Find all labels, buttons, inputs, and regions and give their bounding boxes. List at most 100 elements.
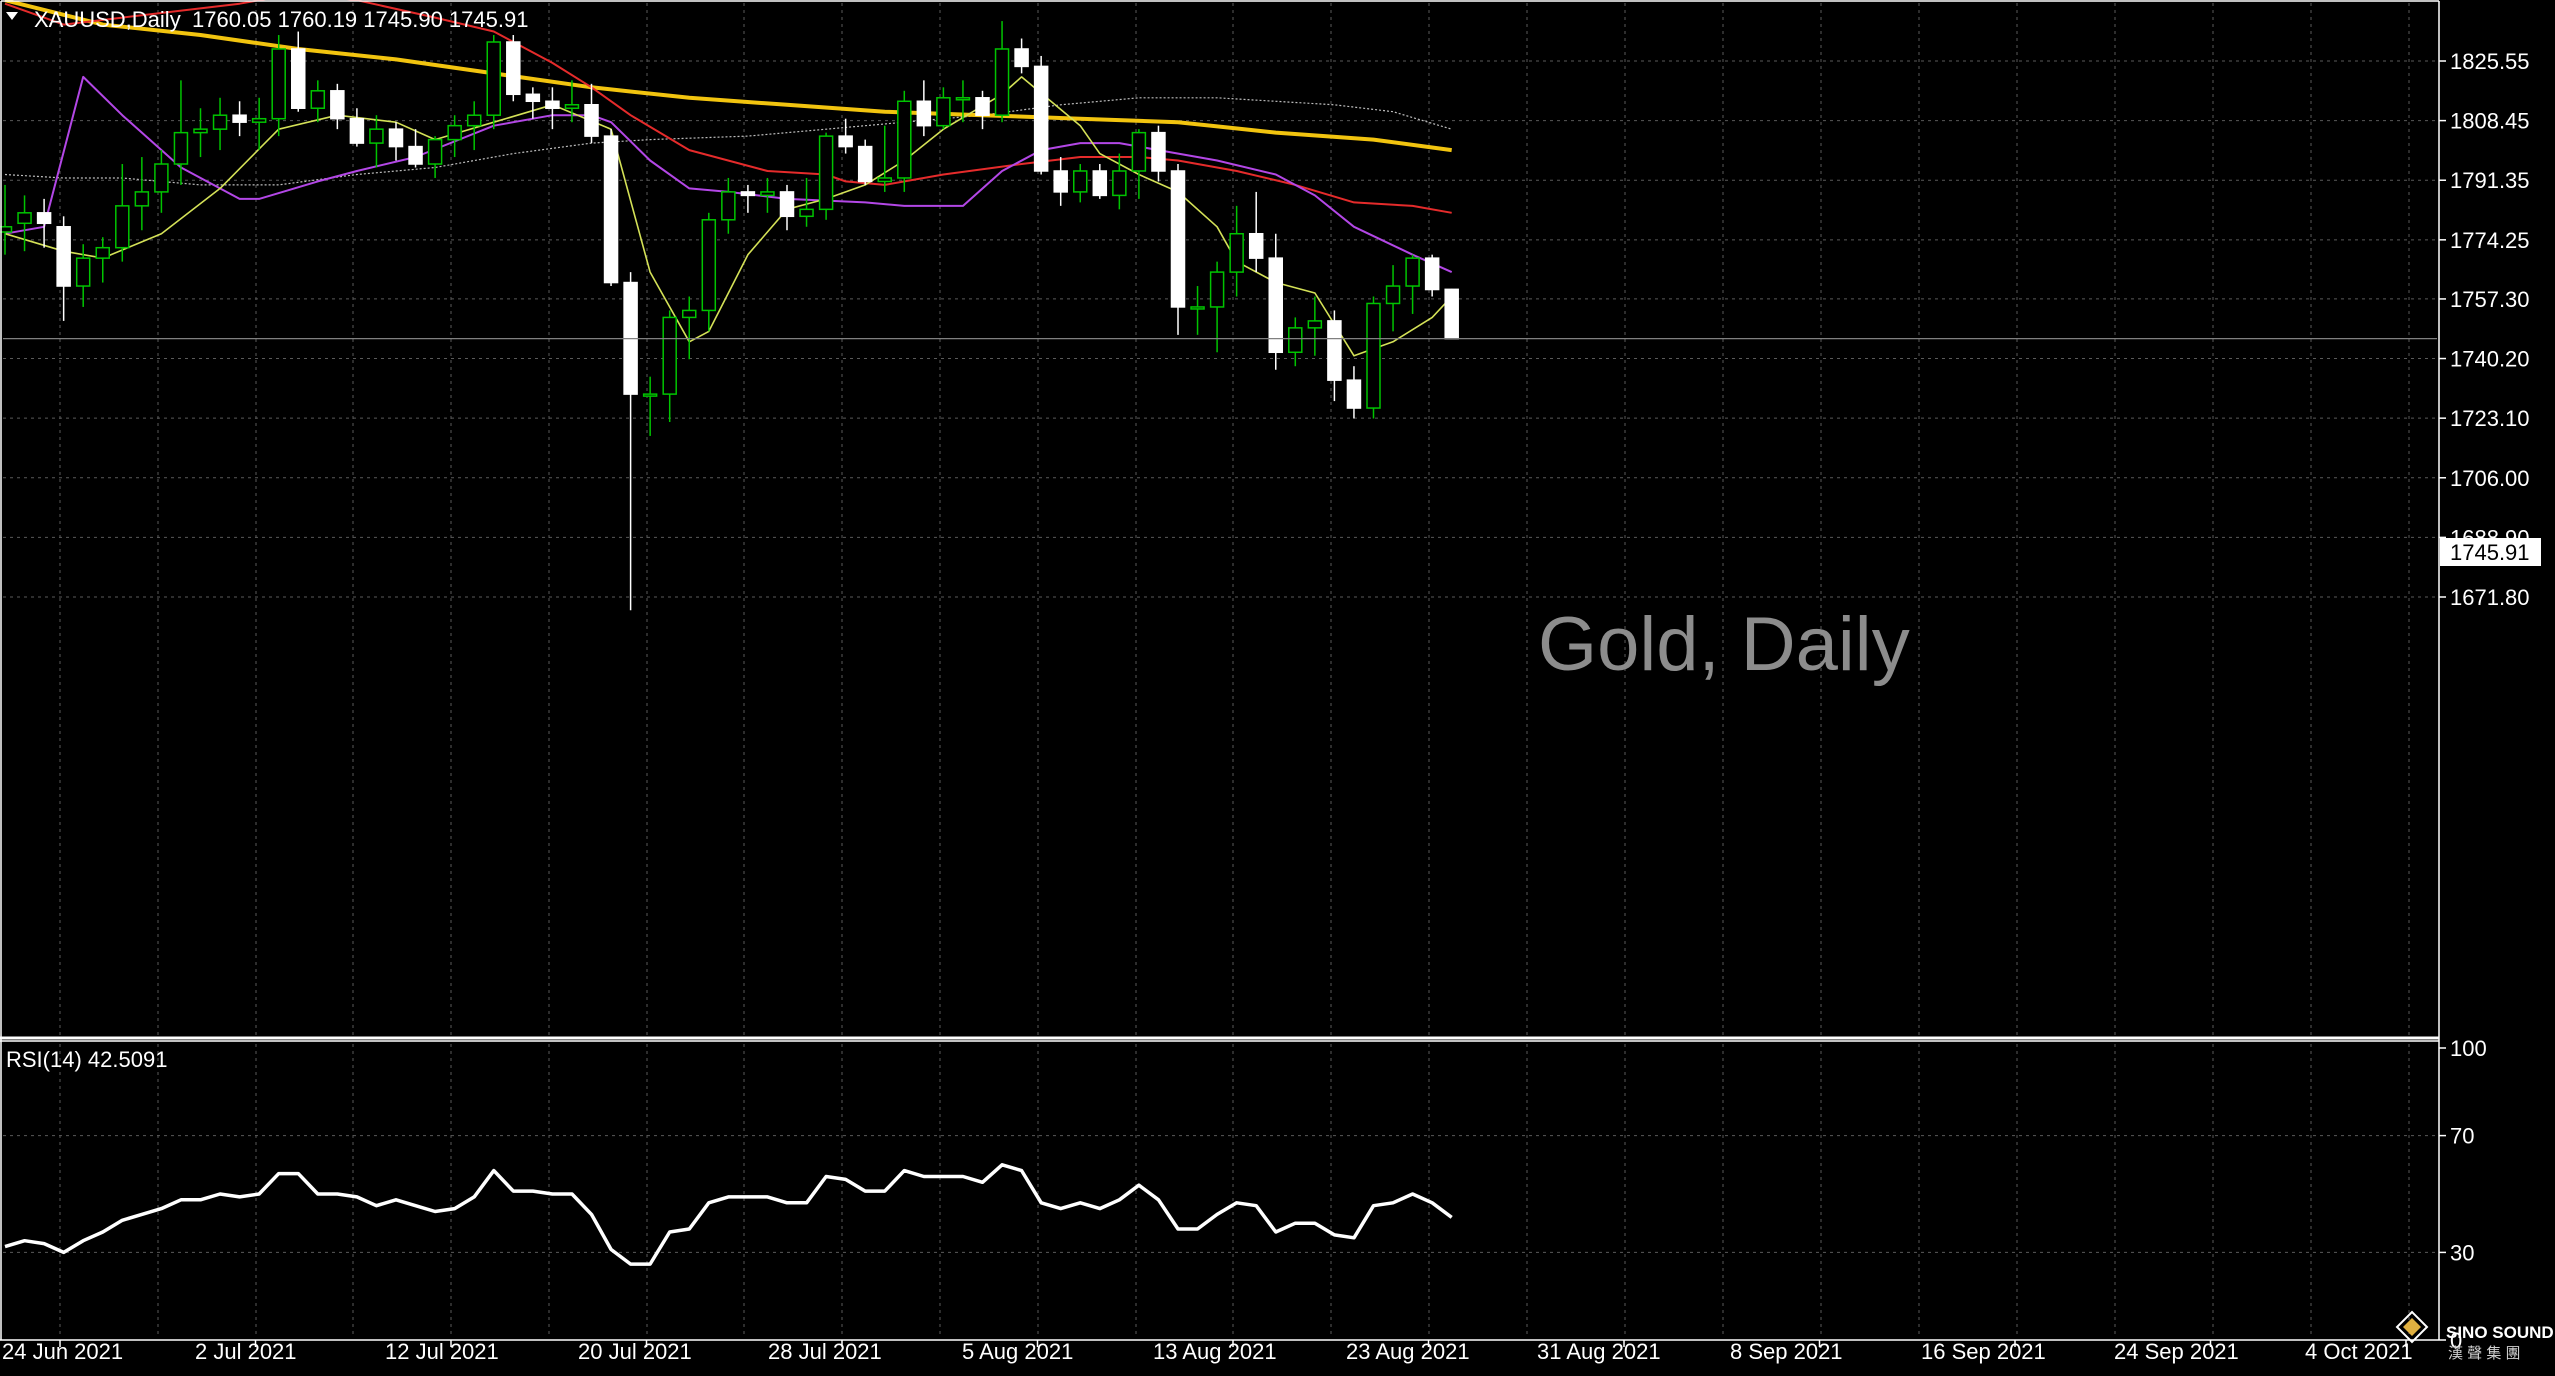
candle-body	[1151, 131, 1166, 172]
candle-body	[1092, 170, 1108, 197]
symbol-label: XAUUSD,Daily	[34, 7, 181, 32]
price-tick-label: 1723.10	[2450, 406, 2530, 431]
candle-body	[1170, 170, 1186, 308]
candle-body	[799, 208, 814, 218]
ma-slow-line	[4, 0, 1452, 214]
collapse-triangle-icon[interactable]	[6, 12, 18, 20]
date-tick-label: 23 Aug 2021	[1346, 1339, 1470, 1364]
candle-body	[1248, 232, 1264, 259]
candle-body	[818, 135, 834, 211]
candle-body	[369, 128, 384, 144]
candle-body	[1131, 131, 1147, 172]
sino-sound-logo: SINO SOUND 漢 聲 集 團	[2395, 1310, 2554, 1362]
candle-body	[408, 145, 423, 165]
date-tick-label: 12 Jul 2021	[385, 1339, 499, 1364]
candle-body	[877, 177, 892, 183]
candle-body	[897, 100, 912, 179]
candle-body	[506, 41, 521, 96]
logo-diamond-icon	[2395, 1310, 2429, 1344]
rsi-tick-label: 100	[2450, 1036, 2487, 1061]
candle-body	[349, 117, 365, 144]
candle-body	[17, 212, 32, 225]
price-tick-label: 1825.55	[2450, 49, 2530, 74]
candle-body	[251, 117, 267, 123]
ma-faint-line	[4, 97, 1452, 186]
candle-body	[564, 104, 580, 109]
candle-body	[1288, 327, 1303, 354]
candle-body	[975, 97, 990, 116]
candle-body	[955, 97, 971, 101]
rsi-panel: 100 70 30 0	[4, 1036, 2487, 1353]
date-tick-label: 5 Aug 2021	[962, 1339, 1073, 1364]
candle-body	[75, 257, 91, 287]
rsi-tick-label: 0	[2450, 1328, 2462, 1353]
date-tick-label: 28 Jul 2021	[768, 1339, 882, 1364]
candle-body	[271, 48, 286, 120]
current-price-label: 1745.91	[2450, 540, 2530, 565]
candle-body	[1346, 379, 1362, 409]
candle-body	[936, 97, 951, 127]
candle-body	[466, 114, 482, 127]
price-tick-label: 1740.20	[2450, 347, 2530, 372]
ohlc-values: 1760.05 1760.19 1745.90 1745.91	[192, 7, 528, 32]
candle-body	[1424, 257, 1440, 291]
candle-body	[173, 131, 189, 165]
candle-body	[1229, 232, 1244, 273]
date-tick-label: 16 Sep 2021	[1921, 1339, 2046, 1364]
candle-body	[232, 114, 247, 123]
candle-body	[916, 100, 932, 127]
candle-body	[701, 219, 717, 312]
candle-body	[1385, 285, 1401, 305]
candle-body	[603, 135, 619, 284]
candle-body	[1073, 170, 1088, 193]
candle-body	[1209, 271, 1225, 308]
candle-body	[1112, 170, 1127, 197]
date-tick-label: 8 Sep 2021	[1730, 1339, 1843, 1364]
price-tick-label: 1808.45	[2450, 109, 2530, 134]
candle-body	[584, 104, 599, 137]
logo-subtitle: 漢 聲 集 團	[2448, 1345, 2521, 1362]
candle-body	[115, 205, 130, 249]
candle-body	[1190, 306, 1205, 310]
watermark-text: Gold, Daily	[1538, 602, 1910, 687]
date-axis: 24 Jun 2021 2 Jul 2021 12 Jul 2021 20 Jul 2…	[2, 1339, 2413, 1364]
logo-inner-icon	[2403, 1318, 2421, 1336]
candle-body	[330, 90, 345, 120]
candle-body	[760, 191, 775, 197]
grid-lines	[3, 3, 2437, 1338]
date-tick-label: 4 Oct 2021	[2305, 1339, 2413, 1364]
candle-body	[95, 246, 110, 259]
candle-body	[545, 100, 560, 109]
rsi-tick-label: 30	[2450, 1240, 2474, 1265]
candle-body	[388, 128, 404, 148]
price-axis: 1825.55 1808.45 1791.35 1774.25 1757.30 1740.…	[2439, 49, 2530, 610]
candle-body	[779, 191, 795, 218]
candle-body	[1366, 302, 1381, 409]
candle-body	[1014, 48, 1029, 68]
candle-body	[56, 226, 71, 287]
candle-body	[857, 145, 873, 183]
candle-body	[838, 135, 853, 148]
candle-body	[310, 90, 326, 109]
candle-body	[291, 48, 306, 109]
candle-body	[682, 309, 697, 319]
candle-body	[1053, 170, 1068, 193]
rsi-tick-label: 70	[2450, 1124, 2474, 1149]
candle-body	[134, 191, 150, 207]
price-tick-label: 1671.80	[2450, 585, 2530, 610]
candle-body	[721, 191, 736, 221]
ma-long-line	[4, 0, 1452, 153]
candle-body	[1405, 257, 1420, 287]
candle-body	[36, 212, 52, 225]
date-tick-label: 2 Jul 2021	[195, 1339, 297, 1364]
current-price-box	[2440, 538, 2541, 566]
candle-body	[427, 138, 443, 165]
candle-body	[662, 316, 677, 395]
candle-body	[193, 128, 208, 134]
candle-body	[154, 163, 169, 193]
price-tick-label: 1706.00	[2450, 466, 2530, 491]
price-tick-label: 1774.25	[2450, 228, 2530, 253]
candle-body	[1444, 288, 1459, 340]
